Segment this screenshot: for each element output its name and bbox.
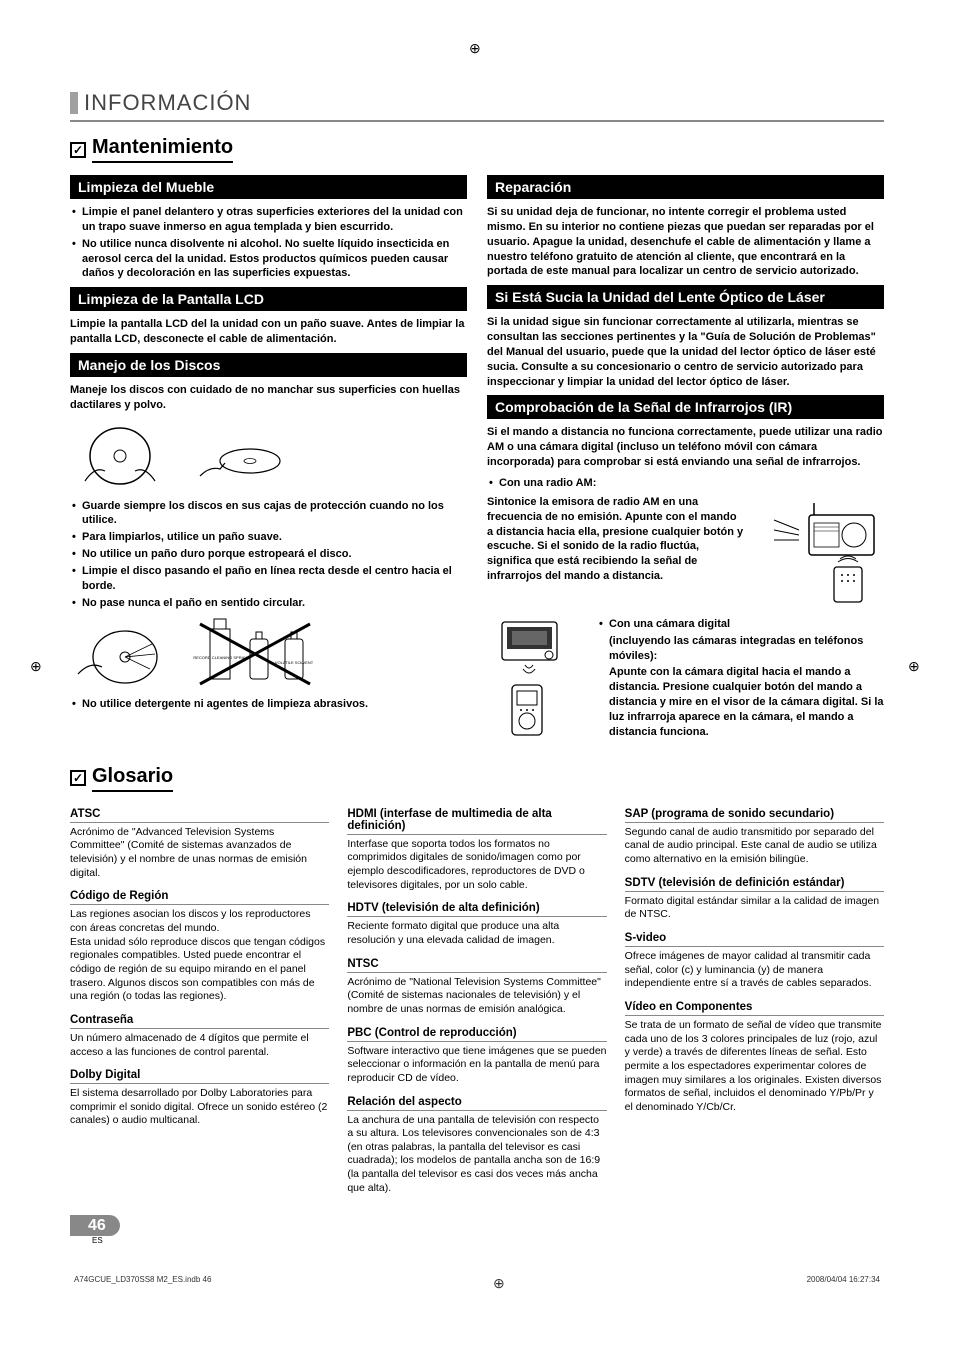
definition: Un número almacenado de 4 dígitos que pe… — [70, 1028, 329, 1059]
term: NTSC — [347, 958, 606, 970]
footer-left: A74GCUE_LD370SS8 M2_ES.indb 46 — [74, 1275, 211, 1291]
section-accent-bar — [70, 92, 78, 114]
bullet: No utilice nunca disolvente ni alcohol. … — [70, 237, 467, 282]
term: Relación del aspecto — [347, 1096, 606, 1108]
definition: Se trata de un formato de señal de vídeo… — [625, 1015, 884, 1114]
term: PBC (Control de reproducción) — [347, 1027, 606, 1039]
definition: Interfase que soporta todos los formatos… — [347, 834, 606, 893]
page-lang: ES — [92, 1236, 884, 1245]
header-limpieza-mueble: Limpieza del Mueble — [70, 175, 467, 199]
term: Código de Región — [70, 890, 329, 902]
bullet: No utilice un paño duro porque estropear… — [70, 547, 467, 562]
header-manejo-discos: Manejo de los Discos — [70, 353, 467, 377]
ir-radio-text: Sintonice la emisora de radio AM en una … — [487, 495, 744, 584]
term: Vídeo en Componentes — [625, 1001, 884, 1013]
ir-camera-text-block: Con una cámara digital (incluyendo las c… — [597, 617, 884, 746]
section-title: INFORMACIÓN — [84, 90, 251, 116]
bullet: Limpie el disco pasando el paño en línea… — [70, 564, 467, 594]
checkbox-icon: ✓ — [70, 142, 86, 158]
glossary-col-2: HDMI (interfase de multimedia de alta de… — [347, 798, 606, 1196]
crop-mark-bottom: ⊕ — [493, 1275, 509, 1291]
checkbox-icon: ✓ — [70, 770, 86, 786]
header-limpieza-lcd: Limpieza de la Pantalla LCD — [70, 287, 467, 311]
bullet: No utilice detergente ni agentes de limp… — [70, 697, 467, 712]
heading-mantenimiento: ✓ Mantenimiento — [70, 136, 884, 163]
disc-illustration-row-1 — [70, 421, 467, 491]
definition: Software interactivo que tiene imágenes … — [347, 1041, 606, 1086]
disc-wipe-illustration — [70, 619, 170, 689]
heading-glosario: ✓ Glosario — [70, 765, 884, 792]
bullet: No pase nunca el paño en sentido circula… — [70, 596, 467, 611]
bullet: Para limpiarlos, utilice un paño suave. — [70, 530, 467, 545]
section-underline — [70, 120, 884, 122]
bullet-label: Con una radio AM: — [487, 476, 884, 491]
term: SDTV (televisión de definición estándar) — [625, 877, 884, 889]
term: Dolby Digital — [70, 1069, 329, 1081]
page-number-wrap: 46 ES — [70, 1215, 884, 1245]
bullet: Limpie el panel delantero y otras superf… — [70, 205, 467, 235]
right-column: Reparación Si su unidad deja de funciona… — [487, 169, 884, 747]
definition: Las regiones asocian los discos y los re… — [70, 904, 329, 1003]
svg-text:VOLATILE SOLVENT: VOLATILE SOLVENT — [275, 660, 314, 665]
bullet-label: Con una cámara digital — [597, 617, 884, 632]
ir-radio-row: Sintonice la emisora de radio AM en una … — [487, 495, 884, 605]
glossary-columns: ATSC Acrónimo de "Advanced Television Sy… — [70, 798, 884, 1196]
ir-camera-text: Apunte con la cámara digital hacia el ma… — [609, 665, 884, 739]
header-lente-laser: Si Está Sucia la Unidad del Lente Óptico… — [487, 285, 884, 309]
text-lente: Si la unidad sigue sin funcionar correct… — [487, 315, 884, 389]
definition: Acrónimo de "Advanced Television Systems… — [70, 822, 329, 881]
disc-hand-illustration — [190, 421, 290, 491]
heading-text: Mantenimiento — [92, 136, 233, 163]
term: S-video — [625, 932, 884, 944]
term: HDTV (televisión de alta definición) — [347, 902, 606, 914]
disc-hold-illustration — [70, 421, 170, 491]
bullets-mueble: Limpie el panel delantero y otras superf… — [70, 205, 467, 281]
radio-illustration — [754, 495, 884, 605]
bullets-no-detergent: No utilice detergente ni agentes de limp… — [70, 697, 467, 712]
bullets-discos: Guarde siempre los discos en sus cajas d… — [70, 499, 467, 611]
definition: Ofrece imágenes de mayor calidad al tran… — [625, 946, 884, 991]
term: SAP (programa de sonido secundario) — [625, 808, 884, 820]
term: HDMI (interfase de multimedia de alta de… — [347, 808, 606, 832]
camera-illustration — [487, 617, 587, 747]
ir-camera-sub: (incluyendo las cámaras integradas en te… — [609, 634, 884, 664]
glossary-col-1: ATSC Acrónimo de "Advanced Television Sy… — [70, 798, 329, 1196]
footer-right: 2008/04/04 16:27:34 — [807, 1275, 880, 1291]
ir-bullet-radio: Con una radio AM: — [487, 476, 884, 491]
term: Contraseña — [70, 1014, 329, 1026]
text-lcd: Limpie la pantalla LCD del la unidad con… — [70, 317, 467, 347]
definition: Formato digital estándar similar a la ca… — [625, 891, 884, 922]
crop-mark-top: ⊕ — [469, 40, 485, 56]
glossary-col-3: SAP (programa de sonido secundario) Segu… — [625, 798, 884, 1196]
definition: Reciente formato digital que produce una… — [347, 916, 606, 947]
ir-camera-row: Con una cámara digital (incluyendo las c… — [487, 617, 884, 747]
text-discos-intro: Maneje los discos con cuidado de no manc… — [70, 383, 467, 413]
definition: La anchura de una pantalla de televisión… — [347, 1110, 606, 1196]
page-number: 46 — [70, 1215, 120, 1236]
definition: Segundo canal de audio transmitido por s… — [625, 822, 884, 867]
text-ir-intro: Si el mando a distancia no funciona corr… — [487, 425, 884, 470]
definition: Acrónimo de "National Television Systems… — [347, 972, 606, 1017]
header-reparacion: Reparación — [487, 175, 884, 199]
crop-mark-left: ⊕ — [30, 658, 46, 674]
term: ATSC — [70, 808, 329, 820]
no-solvent-illustration: RECORD CLEANING SPRAY VOLATILE SOLVENT — [190, 619, 320, 689]
maintenance-columns: Limpieza del Mueble Limpie el panel dela… — [70, 169, 884, 747]
definition: El sistema desarrollado por Dolby Labora… — [70, 1083, 329, 1128]
disc-illustration-row-2: RECORD CLEANING SPRAY VOLATILE SOLVENT — [70, 619, 467, 689]
text-reparacion: Si su unidad deja de funcionar, no inten… — [487, 205, 884, 279]
section-header-row: INFORMACIÓN — [70, 90, 884, 116]
crop-mark-right: ⊕ — [908, 658, 924, 674]
svg-text:RECORD CLEANING SPRAY: RECORD CLEANING SPRAY — [193, 655, 247, 660]
ir-bullet-camera: Con una cámara digital — [597, 617, 884, 632]
footer: A74GCUE_LD370SS8 M2_ES.indb 46 ⊕ 2008/04… — [70, 1275, 884, 1291]
left-column: Limpieza del Mueble Limpie el panel dela… — [70, 169, 467, 747]
bullet: Guarde siempre los discos en sus cajas d… — [70, 499, 467, 529]
header-ir: Comprobación de la Señal de Infrarrojos … — [487, 395, 884, 419]
heading-text: Glosario — [92, 765, 173, 792]
